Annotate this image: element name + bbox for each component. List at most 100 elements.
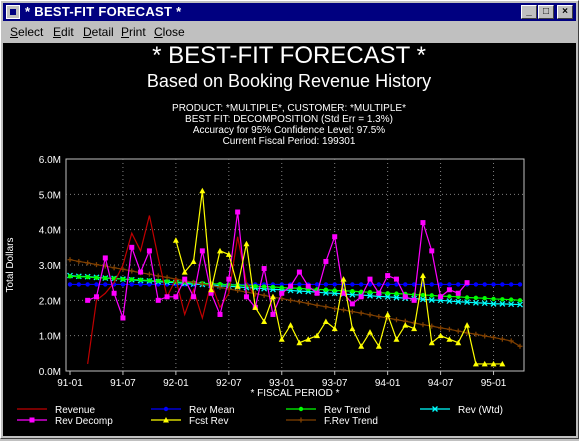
maximize-button[interactable]: □: [538, 5, 554, 19]
menu-print[interactable]: Print: [121, 25, 146, 39]
data-point: [305, 336, 312, 342]
data-point: [464, 280, 470, 286]
data-point: [261, 284, 267, 289]
data-point: [67, 282, 73, 287]
data-point: [376, 290, 382, 296]
menu-select[interactable]: Select: [10, 25, 44, 39]
data-point: [156, 278, 161, 284]
data-point: [455, 290, 461, 296]
data-point: [278, 336, 285, 342]
title-bar[interactable]: * BEST-FIT FORECAST * _ □ ×: [3, 3, 576, 21]
series-revenue: [87, 215, 256, 365]
data-point: [217, 311, 223, 317]
y-axis-label: Total Dollars: [5, 237, 16, 292]
series-line-rev-decomp: [87, 211, 468, 319]
data-point: [288, 283, 294, 289]
data-point: [296, 339, 303, 346]
data-point: [120, 315, 126, 321]
series-rev-mean: [67, 282, 523, 287]
data-point: [358, 343, 365, 349]
data-point: [473, 295, 479, 301]
data-point: [76, 282, 82, 287]
data-point: [217, 281, 223, 287]
menu-edit[interactable]: Edit: [53, 25, 74, 39]
legend: Revenue Rev Mean Rev Trend Rev (Wtd) Rev Dec…: [17, 405, 503, 427]
data-point: [517, 298, 523, 303]
data-point: [297, 286, 302, 291]
data-point: [508, 301, 515, 308]
data-point: [375, 343, 382, 349]
y-tick-label: 5.0M: [39, 190, 61, 201]
data-point: [500, 282, 505, 287]
legend-label: Rev Mean: [189, 405, 235, 416]
legend-marker: [163, 406, 169, 412]
data-point: [296, 269, 302, 275]
data-point: [217, 247, 223, 254]
legend-marker: [298, 406, 304, 412]
data-point: [420, 292, 426, 298]
data-point: [279, 282, 284, 287]
x-tick-label: 92-01: [163, 378, 189, 389]
data-point: [429, 293, 434, 298]
data-point: [402, 322, 409, 328]
y-tick-label: 3.0M: [39, 261, 61, 272]
data-point: [411, 325, 418, 332]
data-point: [429, 248, 435, 254]
data-point: [129, 244, 135, 250]
data-point: [481, 360, 488, 367]
x-tick-label: 91-07: [110, 378, 136, 389]
legend-item-rev-mean: Rev Mean: [151, 405, 235, 416]
chart-title: * BEST-FIT FORECAST *: [152, 43, 426, 69]
y-tick-label: 1.0M: [39, 332, 61, 343]
data-point: [350, 282, 355, 287]
data-point: [322, 289, 329, 296]
forecast-chart-panel: * BEST-FIT FORECAST * Based on Booking R…: [3, 42, 576, 436]
x-axis-label: * FISCAL PERIOD *: [250, 388, 339, 399]
data-point: [235, 209, 241, 215]
data-point: [499, 360, 506, 367]
data-point: [323, 282, 329, 287]
data-point: [472, 360, 479, 367]
menu-close[interactable]: Close: [154, 25, 185, 39]
legend-label: Rev Decomp: [55, 416, 113, 427]
system-menu-icon[interactable]: [6, 5, 20, 19]
data-point: [226, 276, 232, 282]
data-point: [481, 300, 488, 307]
data-point: [464, 295, 470, 300]
x-tick-label: 94-07: [428, 378, 454, 389]
data-point: [147, 278, 152, 283]
minimize-button[interactable]: _: [521, 5, 537, 19]
data-point: [393, 336, 400, 342]
data-point: [120, 282, 126, 287]
data-point: [253, 284, 258, 289]
data-point: [385, 273, 391, 279]
legend-item-rev-wtd: Rev (Wtd): [420, 405, 503, 416]
x-tick-label: 94-01: [375, 378, 401, 389]
data-point: [419, 272, 426, 279]
data-point: [429, 282, 434, 287]
data-point: [393, 276, 399, 282]
data-point: [138, 277, 143, 283]
data-point: [314, 332, 321, 339]
y-tick-label: 6.0M: [39, 155, 61, 166]
data-point: [456, 282, 461, 287]
data-point: [332, 282, 337, 287]
x-tick-label: 95-01: [481, 378, 507, 389]
data-point: [340, 276, 347, 282]
data-series: [67, 187, 523, 367]
data-point: [225, 251, 232, 257]
close-button[interactable]: ×: [557, 5, 573, 19]
x-tick-label: 93-01: [269, 378, 295, 389]
menu-accelerator: E: [53, 25, 62, 39]
data-point: [500, 297, 505, 302]
series-line-f-rev-trend: [69, 259, 521, 347]
data-point: [341, 290, 347, 296]
data-point: [490, 360, 497, 367]
data-point: [314, 290, 320, 296]
data-point: [376, 282, 382, 287]
menu-detail[interactable]: Detail: [83, 25, 114, 39]
data-point: [331, 325, 338, 332]
data-point: [394, 282, 399, 287]
forecast-chart: * BEST-FIT FORECAST * Based on Booking R…: [5, 42, 525, 427]
data-point: [464, 299, 471, 306]
